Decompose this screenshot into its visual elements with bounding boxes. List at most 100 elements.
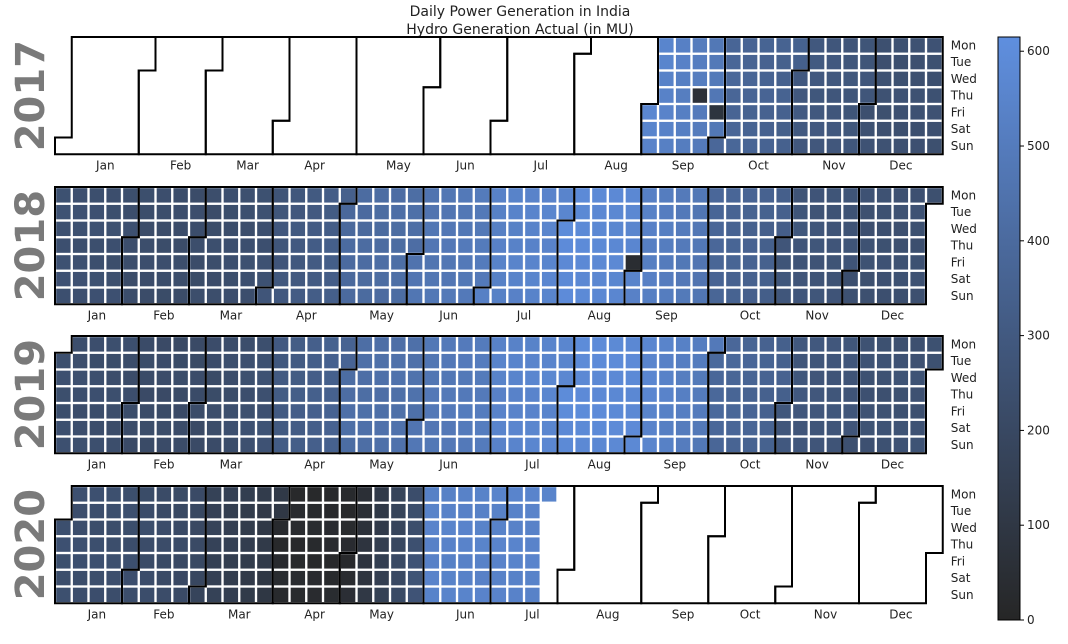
day-cell xyxy=(273,204,289,220)
day-cell xyxy=(809,420,825,436)
day-cell xyxy=(156,288,172,304)
day-cell xyxy=(139,487,155,502)
day-cell xyxy=(106,520,121,536)
day-cell xyxy=(357,271,373,287)
day-cell xyxy=(642,238,657,253)
day-cell xyxy=(340,204,356,220)
day-cell xyxy=(843,271,858,287)
day-cell xyxy=(776,221,791,237)
day-cell xyxy=(441,570,456,586)
day-cell xyxy=(223,570,239,586)
day-cell xyxy=(190,503,205,519)
day-cell xyxy=(391,404,406,419)
day-cell xyxy=(123,353,138,369)
day-cell xyxy=(441,487,456,502)
day-cell xyxy=(290,271,306,287)
day-cell xyxy=(407,238,423,253)
day-cell xyxy=(826,353,842,369)
day-cell xyxy=(742,71,758,87)
day-cell xyxy=(474,570,490,586)
day-cell xyxy=(558,204,574,220)
day-cell xyxy=(391,204,406,220)
day-cell xyxy=(357,503,373,519)
day-cell xyxy=(508,238,523,253)
day-cell xyxy=(893,255,909,270)
day-cell xyxy=(826,204,842,220)
day-cell xyxy=(709,121,724,137)
day-cell xyxy=(273,255,289,270)
day-cell xyxy=(575,255,590,270)
day-cell xyxy=(893,404,909,419)
day-cell xyxy=(139,554,155,569)
day-cell xyxy=(826,255,842,270)
day-cell xyxy=(340,387,356,402)
day-cell xyxy=(692,121,708,137)
day-cell xyxy=(273,554,289,569)
day-cell xyxy=(123,255,138,270)
day-cell xyxy=(709,88,724,103)
day-cell xyxy=(776,387,791,402)
day-cell xyxy=(910,221,925,237)
day-cell xyxy=(525,337,540,352)
day-cell xyxy=(793,105,808,120)
day-cell xyxy=(307,570,322,586)
day-cell xyxy=(742,404,758,419)
day-cell xyxy=(927,353,942,369)
day-cell xyxy=(793,420,808,436)
day-cell xyxy=(927,188,942,203)
month-outline xyxy=(54,36,157,156)
day-cell xyxy=(659,38,674,53)
month-label: Feb xyxy=(153,308,174,322)
day-cell xyxy=(592,288,607,304)
day-cell xyxy=(675,370,691,386)
day-cell xyxy=(307,387,322,402)
day-cell xyxy=(809,404,825,419)
chart-subtitle: Hydro Generation Actual (in MU) xyxy=(406,22,634,38)
day-cell xyxy=(625,337,641,352)
day-cell xyxy=(357,188,373,203)
day-cell xyxy=(206,487,222,502)
day-cell xyxy=(257,404,272,419)
day-cell xyxy=(809,221,825,237)
day-cell xyxy=(206,204,222,220)
day-cell xyxy=(876,221,892,237)
day-cell xyxy=(491,420,507,436)
day-cell xyxy=(860,387,875,402)
day-cell xyxy=(273,238,289,253)
day-cell xyxy=(374,554,389,569)
day-cell xyxy=(324,503,339,519)
day-cell xyxy=(72,204,88,220)
day-cell xyxy=(357,288,373,304)
day-cell xyxy=(72,554,88,569)
day-cell xyxy=(809,38,825,53)
day-cell xyxy=(257,554,272,569)
day-cell xyxy=(826,38,842,53)
day-cell xyxy=(106,554,121,569)
day-cell xyxy=(541,255,557,270)
day-cell xyxy=(206,271,222,287)
day-cell xyxy=(525,255,540,270)
day-cell xyxy=(324,288,339,304)
weekday-label: Sun xyxy=(951,588,974,602)
day-cell xyxy=(809,204,825,220)
day-cell xyxy=(742,121,758,137)
day-cell xyxy=(374,238,389,253)
day-cell xyxy=(927,138,942,154)
day-cell xyxy=(508,587,523,603)
day-cell xyxy=(776,271,791,287)
day-cell xyxy=(223,337,239,352)
day-cell xyxy=(876,370,892,386)
day-cell xyxy=(173,188,188,203)
day-cell xyxy=(642,337,657,352)
month-label: Jul xyxy=(533,158,548,172)
day-cell xyxy=(391,370,406,386)
day-cell xyxy=(893,38,909,53)
day-cell xyxy=(558,238,574,253)
day-cell xyxy=(525,221,540,237)
day-cell xyxy=(876,188,892,203)
day-cell xyxy=(190,554,205,569)
day-cell xyxy=(809,370,825,386)
day-cell xyxy=(324,271,339,287)
day-cell xyxy=(659,54,674,70)
